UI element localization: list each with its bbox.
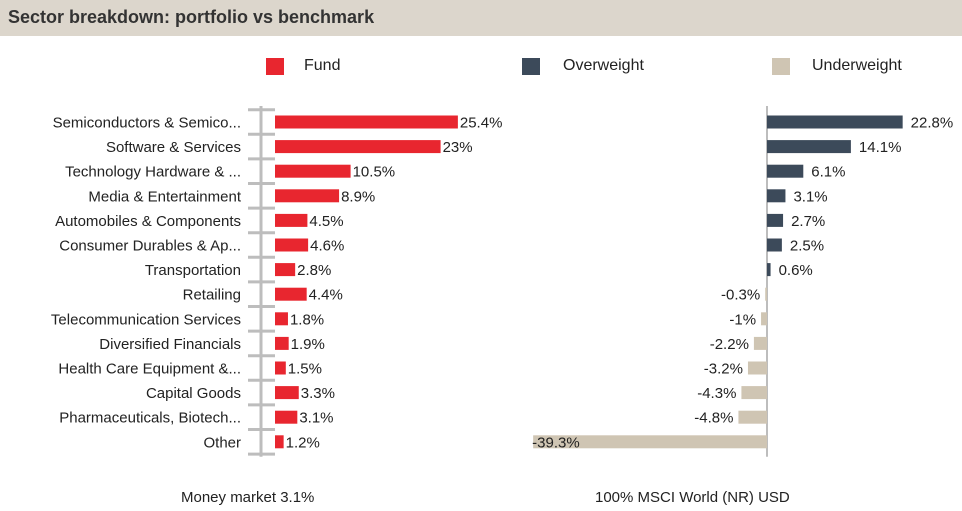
overweight-bar [767,263,771,277]
overweight-data-label: 14.1% [859,139,902,156]
fund-data-label: 3.3% [301,385,335,402]
underweight-data-label: -2.2% [710,336,749,353]
legend-underweight-swatch [772,58,790,75]
overweight-bar [767,189,786,203]
fund-data-label: 4.5% [309,213,343,230]
fund-bar [275,312,288,326]
underweight-bar [765,287,767,301]
underweight-data-label: -0.3% [721,287,760,304]
fund-bar [275,164,351,178]
category-label: Software & Services [106,139,241,156]
fund-data-label: 2.8% [297,262,331,279]
category-label: Health Care Equipment &... [58,361,241,378]
fund-bar [275,238,309,252]
fund-data-label: 25.4% [460,115,503,132]
underweight-bar [533,435,767,449]
overweight-data-label: 0.6% [779,262,813,279]
fund-data-label: 4.4% [309,287,343,304]
legend-overweight-swatch [522,58,540,75]
footer-money-market: Money market 3.1% [181,489,315,506]
category-label: Consumer Durables & Ap... [59,238,241,255]
underweight-bar [738,410,767,424]
category-label: Other [203,434,241,451]
legend-underweight-label: Underweight [812,57,902,74]
category-label: Semiconductors & Semico... [53,115,241,132]
legend-fund-swatch [266,58,284,75]
overweight-bar [767,115,903,129]
overweight-bar [767,164,804,178]
legend-fund-label: Fund [304,57,341,74]
category-label: Capital Goods [146,385,241,402]
fund-data-label: 1.5% [288,361,322,378]
category-label: Media & Entertainment [88,188,241,205]
chart-title: Sector breakdown: portfolio vs benchmark [8,7,375,27]
overweight-data-label: 2.7% [791,213,825,230]
underweight-data-label: -4.3% [697,385,736,402]
fund-data-label: 4.6% [310,238,344,255]
fund-bar [275,140,441,154]
overweight-bar [767,238,782,252]
fund-data-label: 23% [443,139,473,156]
overweight-data-label: 6.1% [811,164,845,181]
fund-bar [275,361,286,375]
underweight-data-label: -39.3% [532,434,580,451]
fund-bar [275,287,307,301]
underweight-data-label: -1% [729,311,756,328]
fund-data-label: 10.5% [353,164,396,181]
fund-bar [275,115,458,129]
fund-data-label: 1.9% [291,336,325,353]
overweight-data-label: 22.8% [911,115,954,132]
underweight-bar [761,312,767,326]
underweight-bar [747,361,767,375]
fund-data-label: 1.8% [290,311,324,328]
fund-bar [275,263,296,277]
underweight-data-label: -3.2% [704,361,743,378]
category-label: Diversified Financials [99,336,241,353]
fund-data-label: 3.1% [299,410,333,427]
legend-overweight-label: Overweight [563,57,644,74]
category-label: Pharmaceuticals, Biotech... [59,410,241,427]
category-label: Telecommunication Services [51,311,241,328]
fund-data-label: 1.2% [286,434,320,451]
overweight-data-label: 2.5% [790,238,824,255]
chart-header: Sector breakdown: portfolio vs benchmark [0,0,962,36]
overweight-data-label: 3.1% [793,188,827,205]
fund-bar [275,435,284,449]
fund-bar [275,336,289,350]
footer-benchmark: 100% MSCI World (NR) USD [595,489,790,506]
overweight-bar [767,140,851,154]
category-label: Retailing [183,287,241,304]
fund-bar [275,213,308,227]
underweight-data-label: -4.8% [694,410,733,427]
underweight-bar [753,336,767,350]
category-label: Transportation [145,262,241,279]
fund-data-label: 8.9% [341,188,375,205]
underweight-bar [741,386,767,400]
fund-bar [275,410,298,424]
fund-bar [275,189,340,203]
fund-bar [275,386,299,400]
category-label: Technology Hardware & ... [65,164,241,181]
overweight-bar [767,213,784,227]
category-label: Automobiles & Components [55,213,241,230]
